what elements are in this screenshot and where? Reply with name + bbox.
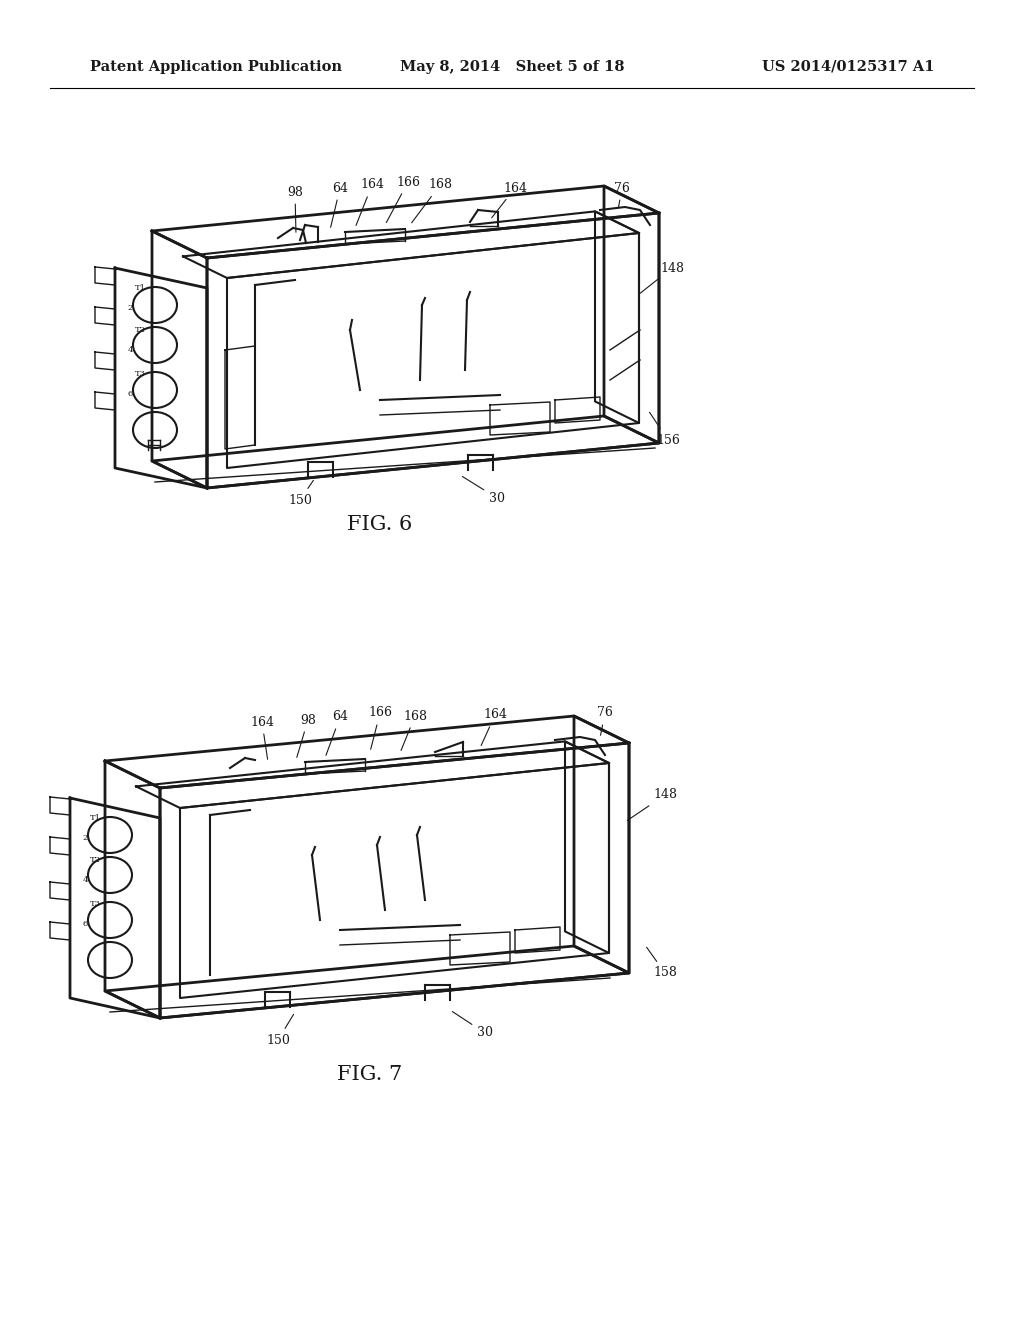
- Text: 150: 150: [266, 1014, 294, 1047]
- Text: 98: 98: [297, 714, 316, 758]
- Text: 6: 6: [82, 920, 88, 928]
- Text: 158: 158: [646, 948, 677, 979]
- Text: May 8, 2014   Sheet 5 of 18: May 8, 2014 Sheet 5 of 18: [399, 59, 625, 74]
- Text: 166: 166: [386, 176, 420, 223]
- Text: 168: 168: [412, 178, 452, 223]
- Text: 30: 30: [463, 477, 505, 504]
- Text: US 2014/0125317 A1: US 2014/0125317 A1: [762, 59, 934, 74]
- Text: T2: T2: [134, 326, 145, 334]
- Text: Patent Application Publication: Patent Application Publication: [90, 59, 342, 74]
- Text: 164: 164: [492, 181, 527, 218]
- Text: 164: 164: [356, 178, 384, 226]
- Text: 4: 4: [82, 876, 88, 884]
- Text: 2: 2: [127, 304, 133, 312]
- Text: 168: 168: [401, 710, 427, 751]
- Text: 156: 156: [649, 412, 680, 446]
- Text: 164: 164: [481, 709, 507, 746]
- Text: FIG. 7: FIG. 7: [337, 1065, 402, 1085]
- Text: 166: 166: [368, 706, 392, 750]
- Text: 4: 4: [127, 346, 133, 354]
- Text: FIG. 6: FIG. 6: [347, 516, 413, 535]
- Text: T3: T3: [134, 370, 145, 378]
- Text: T1: T1: [89, 814, 100, 822]
- Text: 148: 148: [640, 261, 684, 293]
- Text: 64: 64: [331, 181, 348, 227]
- Text: 164: 164: [250, 715, 274, 759]
- Text: 2: 2: [82, 834, 88, 842]
- Text: 6: 6: [127, 389, 133, 399]
- Text: T2: T2: [89, 855, 100, 865]
- Text: 64: 64: [326, 710, 348, 755]
- Text: 150: 150: [288, 480, 313, 507]
- Text: 98: 98: [287, 186, 303, 232]
- Text: 30: 30: [453, 1011, 493, 1040]
- Text: T3: T3: [89, 900, 100, 908]
- Text: T1: T1: [134, 284, 145, 292]
- Text: 148: 148: [628, 788, 677, 821]
- Text: 76: 76: [597, 706, 613, 735]
- Text: 76: 76: [614, 181, 630, 207]
